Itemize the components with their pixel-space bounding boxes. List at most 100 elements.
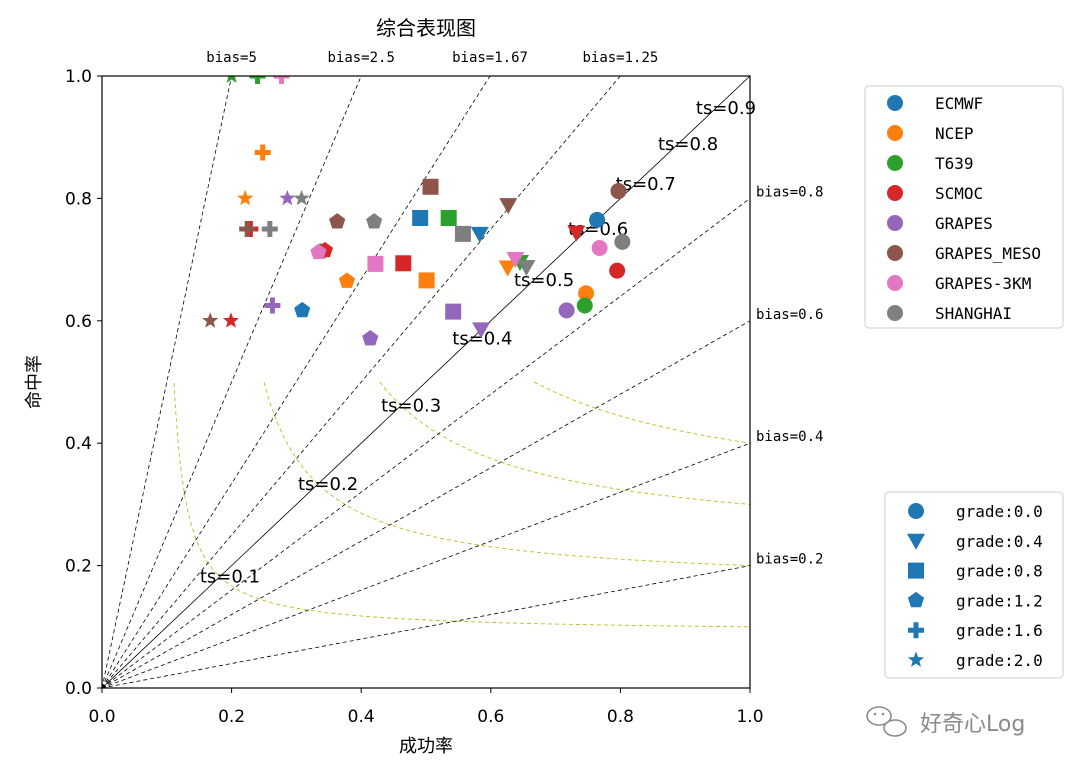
- ts-curve: [750, 321, 1074, 382]
- legend-model-label: NCEP: [935, 124, 974, 143]
- data-point: [294, 302, 310, 317]
- legend-model-marker: [887, 95, 903, 111]
- ts-curve: [174, 383, 750, 627]
- legend-model-label: GRAPES_MESO: [935, 244, 1041, 263]
- x-tick-label: 0.2: [218, 707, 245, 727]
- y-tick-label: 1.0: [65, 67, 92, 87]
- x-tick-label: 0.0: [88, 707, 115, 727]
- legend-model-label: SHANGHAI: [935, 304, 1012, 323]
- data-point: [609, 263, 625, 279]
- y-tick-label: 0.0: [65, 679, 92, 699]
- legend-model-marker: [887, 305, 903, 321]
- bias-label: bias=0.6: [756, 307, 823, 323]
- legend-model-marker: [887, 245, 903, 261]
- y-tick-label: 0.4: [65, 434, 92, 454]
- data-point: [445, 304, 461, 320]
- legend-model-label: T639: [935, 154, 974, 173]
- data-point: [264, 298, 280, 314]
- data-point: [577, 298, 593, 314]
- legend-model-label: SCMOC: [935, 184, 983, 203]
- data-point: [610, 183, 626, 199]
- data-point: [329, 213, 345, 228]
- data-point: [367, 256, 383, 272]
- legend-model-marker: [887, 185, 903, 201]
- x-tick-label: 0.8: [607, 707, 634, 727]
- bias-line: [102, 76, 750, 688]
- data-point: [362, 330, 378, 345]
- bias-label: bias=0.2: [756, 552, 823, 568]
- data-point: [592, 240, 608, 256]
- ts-label: ts=0.1: [200, 567, 260, 588]
- data-point: [441, 210, 457, 226]
- data-point: [499, 198, 517, 214]
- legend-model-label: GRAPES: [935, 214, 993, 233]
- data-point: [559, 302, 575, 318]
- bias-label: bias=1.67: [452, 50, 528, 66]
- bias-line: [102, 76, 232, 688]
- legend-grade-label: grade:1.2: [956, 591, 1043, 610]
- bias-label: bias=0.4: [756, 429, 823, 445]
- bias-line: [102, 321, 750, 688]
- watermark: 好奇心Log: [867, 707, 1025, 737]
- bias-line: [102, 76, 490, 688]
- ts-curve: [534, 382, 750, 443]
- y-tick-label: 0.6: [65, 312, 92, 332]
- bias-line: [102, 443, 750, 688]
- legend-model-label: GRAPES-3KM: [935, 274, 1031, 293]
- y-tick-label: 0.8: [65, 189, 92, 209]
- data-point: [262, 221, 278, 237]
- data-point: [412, 210, 428, 226]
- legend-model-marker: [887, 125, 903, 141]
- data-point: [224, 68, 240, 83]
- x-tick-label: 0.4: [348, 707, 375, 727]
- bias-line: [102, 198, 750, 688]
- watermark-text: 好奇心Log: [920, 712, 1025, 737]
- bias-label: bias=5: [206, 50, 257, 66]
- legend-model-marker: [887, 275, 903, 291]
- legend-grades: grade:0.0 grade:0.4 grade:0.8 grade:1.2 grad…: [885, 492, 1063, 678]
- data-point: [223, 312, 239, 327]
- y-axis-label: 命中率: [24, 355, 45, 409]
- wechat-icon: [867, 707, 906, 736]
- data-point: [339, 273, 355, 288]
- legend-model-marker: [887, 155, 903, 171]
- chart-title: 综合表现图: [376, 16, 476, 40]
- bias-label: bias=2.5: [327, 50, 394, 66]
- legend-grade-marker: [908, 563, 924, 579]
- data-point: [279, 190, 295, 205]
- legend-grade-label: grade:0.4: [956, 532, 1043, 551]
- legend-grade-label: grade:0.8: [956, 562, 1043, 581]
- data-point: [455, 226, 471, 242]
- bias-line: [102, 76, 361, 688]
- data-point: [202, 312, 218, 327]
- data-points: [202, 68, 630, 346]
- legend-model-marker: [887, 215, 903, 231]
- x-tick-label: 1.0: [736, 707, 763, 727]
- legend-grade-marker: [908, 503, 924, 519]
- legend-grade-label: grade:0.0: [956, 502, 1043, 521]
- ts-label: ts=0.9: [696, 98, 756, 119]
- ts-label: ts=0.2: [298, 474, 358, 495]
- data-point: [614, 234, 630, 250]
- data-point: [423, 179, 439, 195]
- data-point: [395, 255, 411, 271]
- data-point: [366, 213, 382, 228]
- data-point: [419, 272, 435, 288]
- data-point: [237, 190, 253, 205]
- data-point: [589, 212, 605, 228]
- legend-grade-label: grade:2.0: [956, 651, 1043, 670]
- ts-label: ts=0.8: [658, 134, 718, 155]
- ts-label: ts=0.3: [381, 396, 441, 417]
- bias-label: bias=0.8: [756, 184, 823, 200]
- ts-label: ts=0.5: [514, 270, 574, 291]
- legend-model-label: ECMWF: [935, 94, 983, 113]
- bias-label: bias=1.25: [582, 50, 658, 66]
- legend-grade-label: grade:1.6: [956, 621, 1043, 640]
- x-tick-label: 0.6: [477, 707, 504, 727]
- data-point: [471, 227, 489, 243]
- bias-line: [102, 76, 620, 688]
- data-point: [255, 145, 271, 161]
- x-axis-label: 成功率: [399, 736, 453, 757]
